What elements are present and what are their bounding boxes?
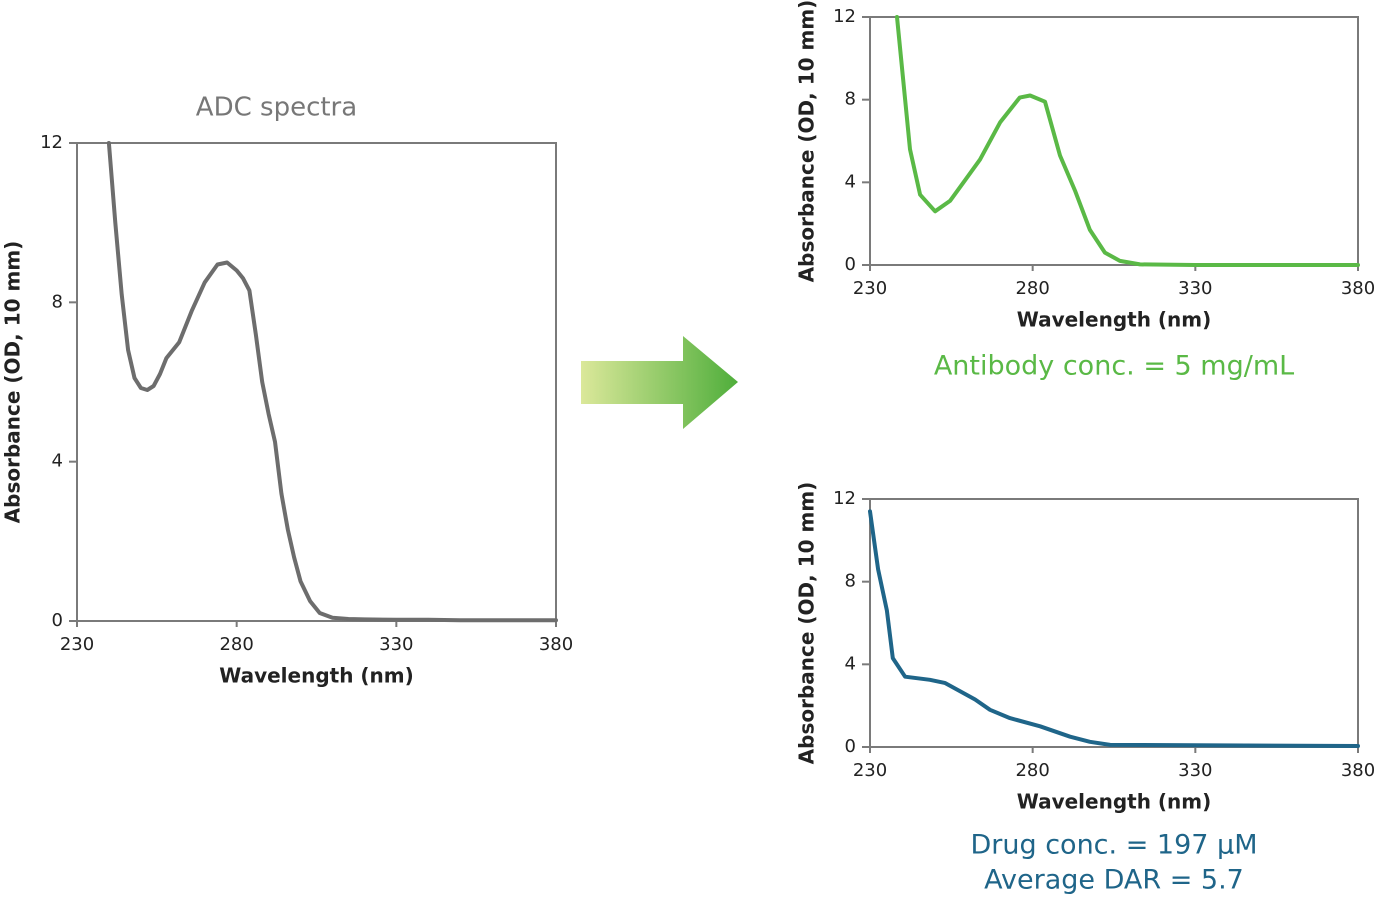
y-tick-label: 0 — [845, 254, 856, 275]
y-tick-label: 4 — [845, 171, 856, 192]
x-tick-label: 280 — [219, 634, 253, 655]
spectrum-line — [895, 15, 1360, 267]
y-tick-label: 4 — [845, 653, 856, 674]
plot-frame — [869, 16, 1359, 266]
plot-frame — [76, 142, 557, 622]
y-axis-label: Absorbance (OD, 10 mm) — [795, 0, 819, 282]
x-tick-label: 330 — [1178, 278, 1212, 299]
y-tick-label: 8 — [845, 571, 856, 592]
arrow — [581, 336, 738, 429]
x-tick-label: 380 — [1341, 760, 1375, 781]
annotation: Drug conc. = 197 µM — [970, 830, 1257, 861]
x-tick-label: 330 — [379, 634, 413, 655]
x-axis-label: Wavelength (nm) — [1017, 308, 1212, 332]
y-tick-label: 0 — [845, 736, 856, 757]
y-tick-label: 12 — [833, 488, 856, 509]
y-axis-label: Absorbance (OD, 10 mm) — [1, 241, 25, 524]
chart-title: ADC spectra — [196, 93, 357, 123]
y-tick-label: 4 — [52, 451, 63, 472]
y-tick-label: 8 — [52, 291, 63, 312]
plot-frame — [869, 498, 1359, 748]
x-tick-label: 280 — [1015, 760, 1049, 781]
x-tick-label: 230 — [60, 634, 94, 655]
y-axis-label: Absorbance (OD, 10 mm) — [795, 482, 819, 765]
y-tick-label: 0 — [52, 610, 63, 631]
x-tick-label: 330 — [1178, 760, 1212, 781]
annotation: Average DAR = 5.7 — [984, 865, 1244, 896]
y-tick-label: 12 — [833, 6, 856, 27]
spectrum-line — [106, 141, 558, 623]
x-tick-label: 230 — [853, 760, 887, 781]
x-tick-label: 230 — [853, 278, 887, 299]
y-tick-label: 8 — [845, 89, 856, 110]
x-tick-label: 380 — [539, 634, 573, 655]
x-axis-label: Wavelength (nm) — [1017, 790, 1212, 814]
y-tick-label: 12 — [40, 132, 63, 153]
spectrum-line — [868, 509, 1360, 748]
x-tick-label: 280 — [1015, 278, 1049, 299]
x-axis-label: Wavelength (nm) — [219, 664, 414, 688]
annotation: Antibody conc. = 5 mg/mL — [934, 351, 1294, 382]
x-tick-label: 380 — [1341, 278, 1375, 299]
